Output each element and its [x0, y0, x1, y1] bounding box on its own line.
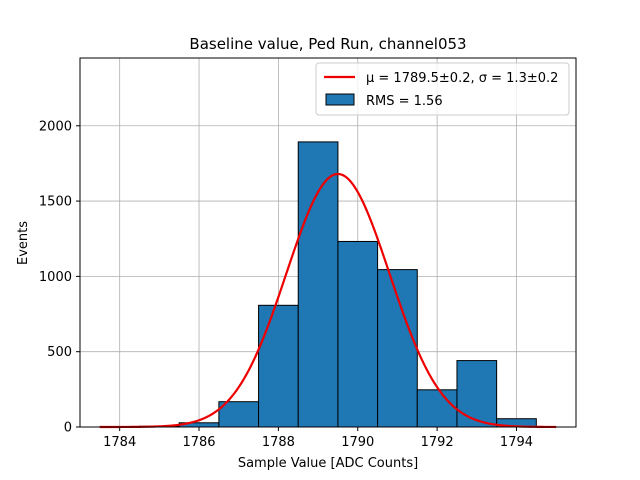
y-tick-label: 2000 [39, 119, 72, 134]
y-tick-label: 500 [47, 345, 72, 360]
histogram-bar [416, 389, 458, 428]
x-axis-label: Sample Value [ADC Counts] [238, 456, 418, 471]
x-tick-label: 1792 [421, 435, 454, 450]
legend: μ = 1789.5±0.2, σ = 1.3±0.2 RMS = 1.56 [315, 62, 570, 116]
legend-fit-sigma: σ = 1.3±0.2 [479, 71, 559, 86]
legend-box [315, 62, 570, 116]
histogram-bar [456, 360, 498, 428]
chart-title: Baseline value, Ped Run, channel053 [189, 35, 466, 53]
x-tick-label: 1784 [103, 435, 136, 450]
legend-hist-swatch [325, 93, 355, 106]
x-tick-label: 1790 [341, 435, 374, 450]
histogram-bar [337, 240, 379, 428]
y-tick-label: 1500 [39, 195, 72, 210]
x-tick-label: 1788 [262, 435, 295, 450]
x-axis-ticks: 1784 1786 1788 1790 1792 1794 [103, 427, 533, 450]
histogram-bars [99, 141, 537, 428]
legend-fit-mu: μ = 1789.5±0.2, [366, 71, 475, 86]
legend-hist-label: RMS = 1.56 [366, 94, 443, 109]
y-axis-label: Events [16, 221, 31, 265]
y-axis-ticks: 0 500 1000 1500 2000 [39, 119, 80, 436]
histogram-bar [297, 141, 339, 428]
histogram-bar [377, 269, 418, 428]
gaussian-fit-curve [99, 172, 557, 429]
histogram-bar [258, 304, 299, 428]
x-tick-label: 1794 [500, 435, 533, 450]
x-tick-label: 1786 [182, 435, 215, 450]
axes-frame [79, 57, 577, 428]
legend-fit-label: μ = 1789.5±0.2, σ = 1.3±0.2 [366, 71, 558, 86]
y-tick-label: 1000 [39, 270, 72, 285]
y-tick-label: 0 [64, 421, 72, 436]
